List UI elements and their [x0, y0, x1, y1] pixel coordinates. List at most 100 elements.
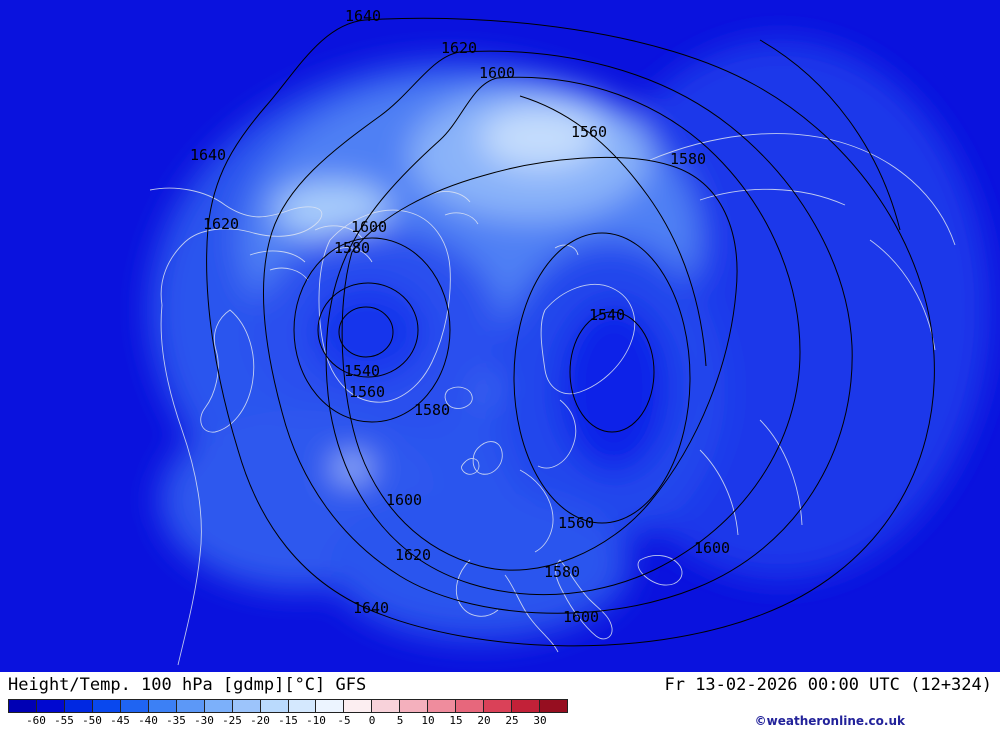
- scale-cell: [400, 700, 429, 712]
- scale-tick-label: -5: [337, 714, 351, 727]
- height-contours: [206, 17, 935, 647]
- footer-bar: Height/Temp. 100 hPa [gdmp][°C] GFS Fr 1…: [0, 672, 1000, 733]
- scale-tick-label: 25: [505, 714, 519, 727]
- contour-label: 1580: [670, 150, 706, 168]
- copyright: ©weatheronline.co.uk: [754, 714, 905, 728]
- contour-label: 1600: [694, 539, 730, 557]
- contour-label: 1600: [351, 218, 387, 236]
- contour-label: 1540: [589, 306, 625, 324]
- map-canvas: 1640 1620 1600 1560 1580 1640 1620 1600 …: [0, 0, 1000, 672]
- coastline-iceland: [444, 386, 473, 409]
- scale-cell: [120, 700, 149, 712]
- scale-cell: [456, 700, 485, 712]
- coastline-north-america-arctic: [149, 187, 323, 306]
- contour-label: 1640: [353, 599, 389, 617]
- coastline-italy: [555, 559, 613, 640]
- coastline-british-isles: [461, 441, 503, 475]
- scale-tick-label: -30: [194, 714, 214, 727]
- scale-tick-label: -50: [82, 714, 102, 727]
- scale-tick-label: 30: [533, 714, 547, 727]
- scale-tick-label: -20: [250, 714, 270, 727]
- contour-label-layer: 1640 1620 1600 1560 1580 1640 1620 1600 …: [190, 7, 730, 626]
- scale-cell: [148, 700, 177, 712]
- map-area: 1640 1620 1600 1560 1580 1640 1620 1600 …: [0, 0, 1000, 672]
- scale-tick-label: -25: [222, 714, 242, 727]
- contour-label: 1560: [571, 123, 607, 141]
- coastline-scandinavia: [540, 283, 636, 395]
- temperature-shading: [150, 40, 990, 640]
- scale-tick-label: -60: [26, 714, 46, 727]
- contour-1580-inner-a: [293, 237, 451, 423]
- scale-tick-label: -15: [278, 714, 298, 727]
- coastline-north-america-west: [160, 304, 202, 666]
- scale-cell: [232, 700, 261, 712]
- contour-label: 1560: [349, 383, 385, 401]
- coastlines: [149, 133, 956, 666]
- scale-cell: [176, 700, 205, 712]
- temperature-scale: -60 -55 -50 -45 -40 -35 -30 -25 -20 -15 …: [8, 699, 568, 727]
- contour-label: 1620: [441, 39, 477, 57]
- scale-tick-label: -45: [110, 714, 130, 727]
- scale-tick-label: 15: [449, 714, 463, 727]
- scale-cell: [9, 700, 37, 712]
- contour-1620: [262, 50, 853, 614]
- temp-shade-blob: [330, 490, 630, 640]
- contour-1580-outer: [341, 156, 738, 571]
- contour-label: 1640: [190, 146, 226, 164]
- contour-label: 1580: [544, 563, 580, 581]
- scale-color-bar: [8, 699, 568, 713]
- scale-tick-label: -40: [138, 714, 158, 727]
- scale-cell: [260, 700, 289, 712]
- contour-label: 1560: [558, 514, 594, 532]
- scale-cell: [344, 700, 373, 712]
- contour-1540-b: [569, 311, 655, 433]
- contour-unlabeled-arc: [759, 39, 901, 231]
- scale-tick-label: 20: [477, 714, 491, 727]
- temp-shade-blob: [480, 108, 600, 168]
- temp-shade-blob: [274, 182, 390, 238]
- coastline-asia-inland: [699, 419, 803, 536]
- contour-label: 1600: [479, 64, 515, 82]
- map-datetime: Fr 13-02-2026 00:00 UTC (12+324): [664, 675, 992, 695]
- scale-tick-label: 5: [396, 714, 404, 727]
- contour-1560-a: [317, 282, 419, 378]
- contour-label: 1540: [344, 362, 380, 380]
- scale-cell: [92, 700, 121, 712]
- scale-tick-label: 0: [368, 714, 376, 727]
- scale-cell: [372, 700, 401, 712]
- coastline-iberia-france: [456, 559, 559, 653]
- coastline-greenland: [318, 209, 451, 403]
- scale-cell: [288, 700, 317, 712]
- contour-label: 1620: [203, 215, 239, 233]
- contour-1600: [325, 76, 801, 596]
- contour-1560-b: [513, 232, 691, 524]
- contour-label: 1640: [345, 7, 381, 25]
- contour-label: 1600: [386, 491, 422, 509]
- contour-1640: [206, 17, 935, 647]
- titlebar: Height/Temp. 100 hPa [gdmp][°C] GFS Fr 1…: [8, 675, 992, 695]
- scale-tick-labels: -60 -55 -50 -45 -40 -35 -30 -25 -20 -15 …: [8, 714, 568, 727]
- temp-shade-blob: [559, 303, 669, 473]
- scale-cell: [204, 700, 233, 712]
- coastline-baltic-europe: [519, 399, 577, 553]
- scale-cell: [64, 700, 93, 712]
- scale-cell: [36, 700, 65, 712]
- contour-label: 1600: [563, 608, 599, 626]
- scale-cell: [484, 700, 513, 712]
- contour-1540-a: [338, 306, 394, 358]
- contour-1560-arc: [519, 95, 707, 367]
- scale-cell: [428, 700, 457, 712]
- scale-tick-label: -55: [54, 714, 74, 727]
- contour-label: 1580: [334, 239, 370, 257]
- coastline-hudson-bay: [200, 309, 255, 433]
- scale-tick-label: 10: [421, 714, 435, 727]
- temp-shade-blob: [334, 458, 370, 478]
- contour-label: 1580: [414, 401, 450, 419]
- scale-cell: [540, 700, 568, 712]
- temp-shade-blob: [310, 284, 426, 380]
- scale-tick-label: -10: [306, 714, 326, 727]
- scale-tick-label: -35: [166, 714, 186, 727]
- coastline-arctic-islands: [249, 191, 579, 281]
- scale-cell: [316, 700, 345, 712]
